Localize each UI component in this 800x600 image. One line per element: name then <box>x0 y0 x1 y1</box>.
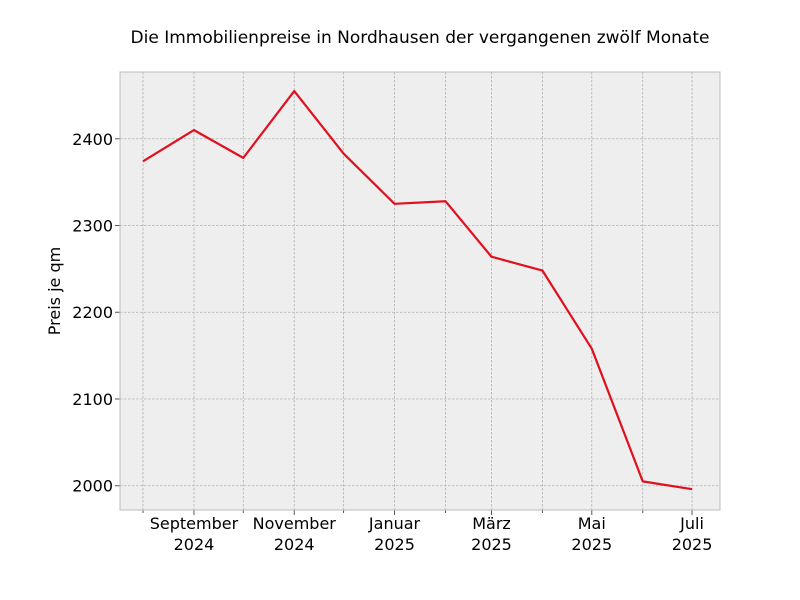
y-tick-label: 2100 <box>72 390 113 409</box>
x-tick-label: März <box>472 514 511 533</box>
x-tick-label-year: 2024 <box>274 535 315 554</box>
x-tick-label-year: 2025 <box>571 535 612 554</box>
y-axis-label: Preis je qm <box>45 247 64 335</box>
series-layer <box>142 89 693 491</box>
x-tick-label: September <box>150 514 239 533</box>
x-tick-label-year: 2025 <box>672 535 713 554</box>
y-tick-label: 2300 <box>72 217 113 236</box>
axis-ticks <box>115 138 693 515</box>
y-tick-label: 2000 <box>72 477 113 496</box>
x-tick-label: November <box>253 514 337 533</box>
x-tick-label: Mai <box>578 514 606 533</box>
x-tick-label: Januar <box>368 514 421 533</box>
plot-frame <box>119 71 721 511</box>
series-line <box>142 89 693 491</box>
x-tick-label-year: 2025 <box>374 535 415 554</box>
plot-area <box>120 72 720 510</box>
x-tick-label: Juli <box>679 514 704 533</box>
x-tick-label-year: 2024 <box>174 535 215 554</box>
y-tick-label: 2200 <box>72 303 113 322</box>
y-tick-label: 2400 <box>72 130 113 149</box>
x-tick-label-year: 2025 <box>471 535 512 554</box>
chart-title: Die Immobilienpreise in Nordhausen der v… <box>131 28 710 48</box>
grid-lines <box>120 72 720 510</box>
tick-labels: September 2024 November 2024 Januar 2025 März 2… <box>72 130 712 554</box>
